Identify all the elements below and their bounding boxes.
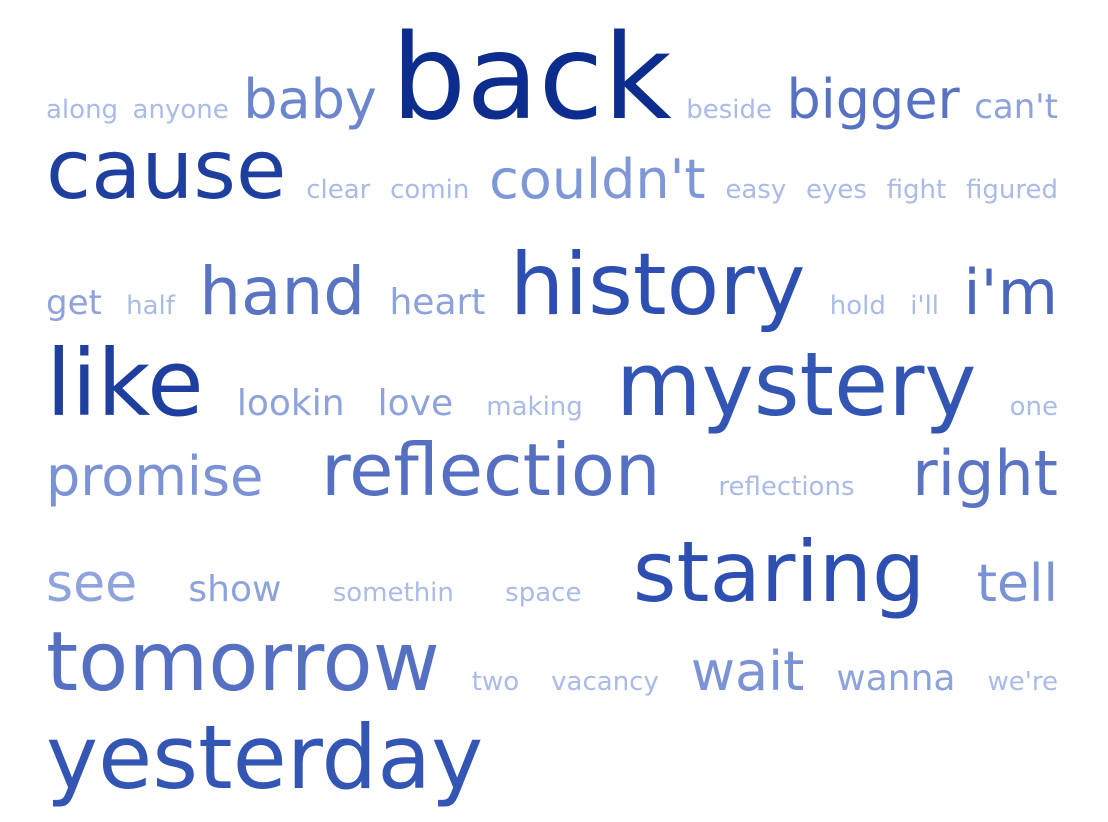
cloud-word: yesterday (46, 706, 484, 809)
cloud-word: history (509, 235, 806, 335)
cloud-word: tell (976, 554, 1058, 614)
cloud-word: vacancy (551, 667, 659, 697)
cloud-word: one (1009, 392, 1058, 422)
cloud-row: like lookin love making mystery one (46, 338, 1058, 434)
cloud-word: i'm (963, 256, 1058, 329)
cloud-word: heart (389, 282, 486, 323)
cloud-word: we're (987, 667, 1058, 697)
cloud-word: making (486, 392, 583, 422)
cloud-word: clear (306, 175, 371, 205)
cloud-word: hand (199, 253, 366, 330)
cloud-word: cause (46, 123, 287, 218)
cloud-row: tomorrow two vacancy wait wanna we're (46, 622, 1058, 714)
cloud-word: lookin (236, 383, 345, 424)
cloud-word: anyone (132, 95, 229, 125)
cloud-row: cause clear comin couldn't easy eyes fig… (46, 130, 1058, 242)
cloud-word: show (188, 569, 282, 610)
cloud-word: reflection (321, 428, 661, 512)
cloud-row: along anyone baby back beside bigger can… (46, 18, 1058, 136)
cloud-word: like (46, 330, 204, 437)
cloud-row: see show somethin space staring tell (46, 530, 1058, 622)
cloud-word: baby (243, 68, 377, 131)
word-cloud: along anyone baby back beside bigger can… (46, 18, 1058, 802)
cloud-row: get half hand heart history hold i'll i'… (46, 242, 1058, 338)
cloud-word: along (46, 95, 119, 125)
cloud-word: staring (632, 523, 926, 621)
cloud-word: mystery (615, 333, 977, 436)
cloud-word: see (46, 554, 138, 614)
cloud-row: promise reflection reflections right (46, 434, 1058, 530)
cloud-word: right (912, 437, 1058, 510)
cloud-word: two (471, 667, 520, 697)
cloud-word: bigger (786, 68, 960, 131)
cloud-word: tomorrow (46, 615, 440, 710)
cloud-word: get (46, 283, 102, 323)
cloud-word: eyes (805, 175, 867, 205)
cloud-word: reflections (718, 472, 855, 502)
cloud-word: love (377, 383, 454, 424)
cloud-word: couldn't (489, 148, 706, 211)
cloud-word: wait (690, 640, 805, 703)
cloud-word: can't (974, 87, 1058, 127)
cloud-word: fight (886, 175, 947, 205)
cloud-word: easy (725, 175, 787, 205)
cloud-word: beside (686, 95, 772, 125)
cloud-word: back (391, 8, 672, 146)
cloud-word: space (505, 578, 582, 608)
cloud-word: comin (390, 175, 470, 205)
cloud-word: promise (46, 445, 264, 508)
cloud-word: hold (829, 291, 886, 321)
cloud-word: figured (965, 175, 1058, 205)
cloud-word: somethin (332, 578, 454, 608)
cloud-word: i'll (910, 291, 940, 321)
cloud-row: yesterday (46, 714, 1058, 802)
cloud-word: half (126, 291, 175, 321)
cloud-word: wanna (836, 658, 956, 699)
